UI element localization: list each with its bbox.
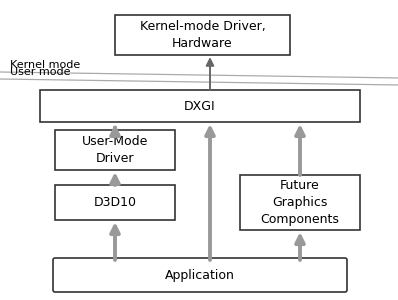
Text: D3D10: D3D10 <box>94 196 137 209</box>
Text: Kernel-mode Driver,
Hardware: Kernel-mode Driver, Hardware <box>140 20 265 50</box>
Bar <box>55 130 175 170</box>
Text: DXGI: DXGI <box>184 100 216 112</box>
FancyBboxPatch shape <box>53 258 347 292</box>
Text: Kernel mode: Kernel mode <box>10 60 80 70</box>
Bar <box>240 175 360 230</box>
Bar <box>115 15 290 55</box>
Bar <box>55 185 175 220</box>
Text: Future
Graphics
Components: Future Graphics Components <box>261 179 339 226</box>
Text: User-Mode
Driver: User-Mode Driver <box>82 135 148 165</box>
Bar <box>40 90 360 122</box>
Text: Application: Application <box>165 268 235 281</box>
Text: User mode: User mode <box>10 67 70 77</box>
